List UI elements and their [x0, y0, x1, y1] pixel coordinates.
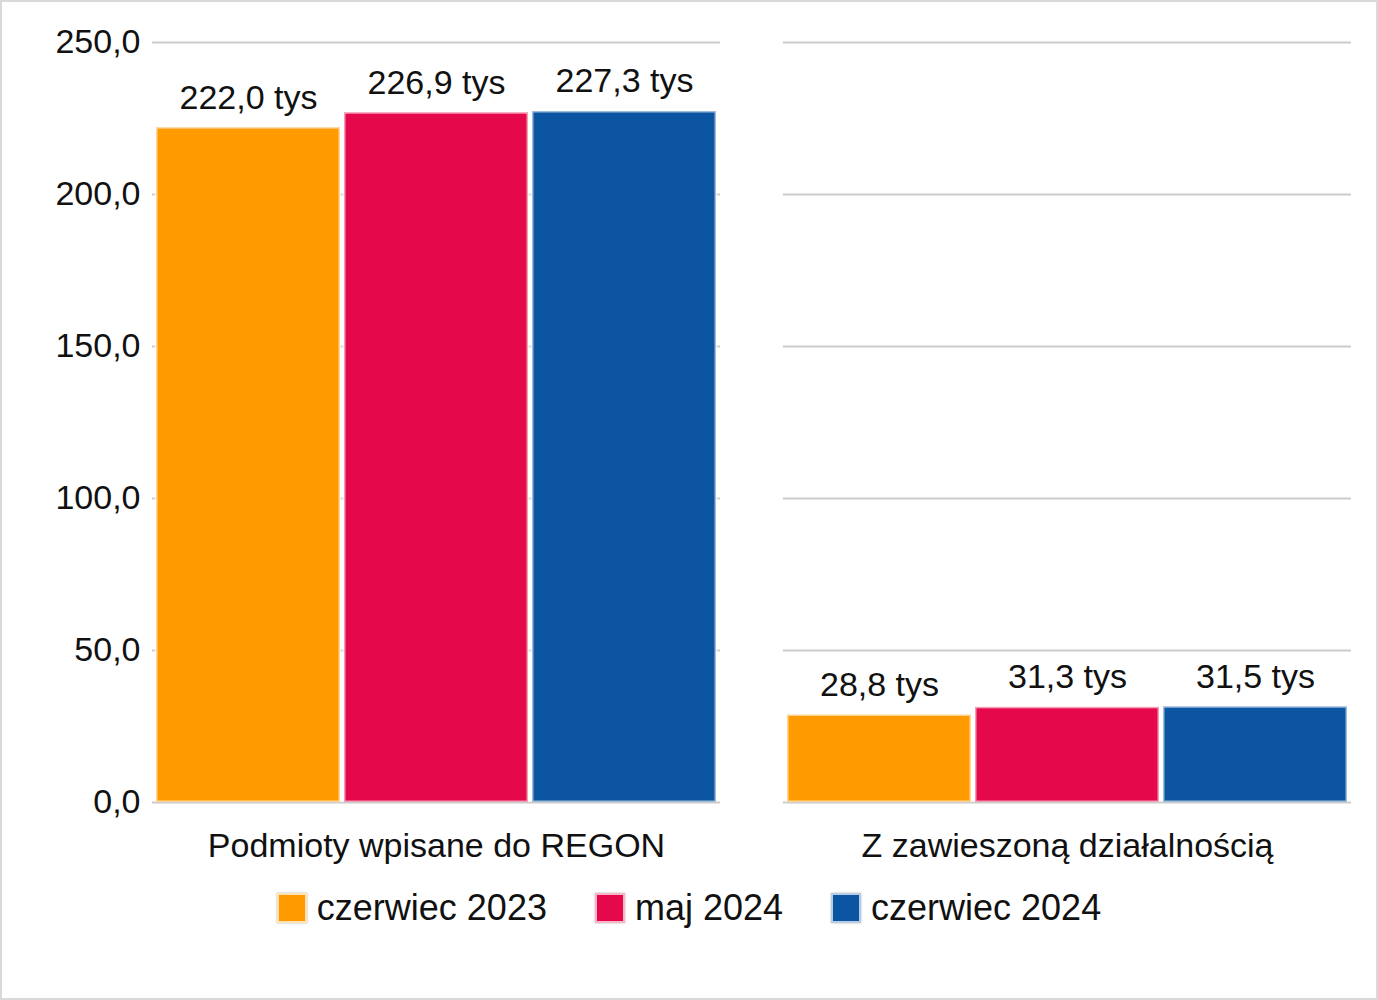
svg-text:0,0: 0,0: [93, 782, 140, 820]
svg-text:227,3 tys: 227,3 tys: [556, 61, 694, 99]
svg-text:250,0: 250,0: [55, 22, 140, 60]
svg-text:222,0 tys: 222,0 tys: [180, 78, 318, 116]
svg-text:28,8 tys: 28,8 tys: [820, 665, 939, 703]
svg-text:50,0: 50,0: [74, 630, 140, 668]
svg-text:31,3 tys: 31,3 tys: [1008, 657, 1127, 695]
html-text:maj 2024: maj 2024: [634, 887, 783, 928]
html-text:czerwiec 2024: czerwiec 2024: [871, 887, 1102, 928]
svg-text:226,9 tys: 226,9 tys: [368, 63, 506, 101]
svg-text:150,0: 150,0: [55, 326, 140, 364]
svg-text:100,0: 100,0: [55, 478, 140, 516]
html-text:czerwiec 2023: czerwiec 2023: [316, 887, 547, 928]
svg-text:200,0: 200,0: [55, 174, 140, 212]
svg-text:Podmioty wpisane do REGON: Podmioty wpisane do REGON: [208, 826, 665, 864]
svg-text:31,5 tys: 31,5 tys: [1196, 657, 1315, 695]
svg-text:Z zawieszoną działalnością: Z zawieszoną działalnością: [862, 826, 1274, 864]
